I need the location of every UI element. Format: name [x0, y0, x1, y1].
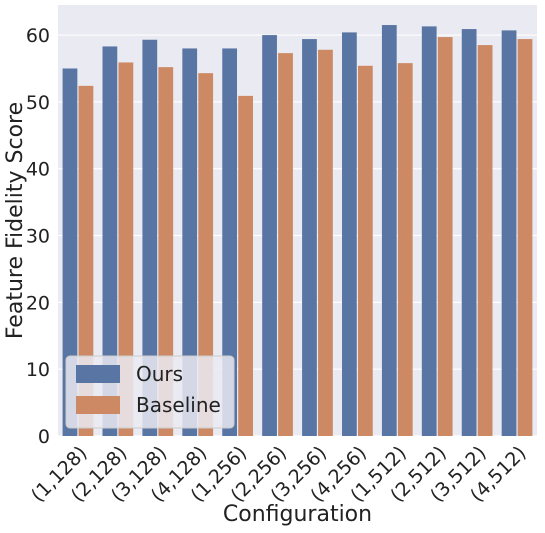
bar [158, 67, 174, 436]
bar [342, 32, 357, 436]
bar [222, 48, 238, 436]
bar [381, 25, 397, 437]
bar [142, 39, 158, 437]
legend-label: Ours [136, 362, 183, 386]
y-tick-label: 10 [26, 359, 50, 381]
bar [102, 46, 118, 437]
bar [278, 53, 293, 436]
bar [501, 30, 517, 437]
bar [182, 48, 198, 436]
y-tick-label: 0 [38, 426, 50, 448]
bar [262, 35, 277, 437]
y-tick-label: 60 [26, 25, 50, 47]
bar [517, 39, 533, 436]
bar [421, 26, 437, 437]
x-axis-label: Configuration [223, 502, 372, 527]
bar [357, 65, 373, 437]
bar [397, 63, 413, 436]
legend-swatch [76, 365, 120, 383]
y-tick-label: 30 [26, 226, 50, 248]
bar [437, 37, 453, 437]
bar [118, 62, 134, 436]
bar [198, 73, 214, 436]
bar [78, 85, 94, 437]
bar [461, 29, 477, 436]
bar [302, 39, 317, 436]
legend-label: Baseline [136, 393, 221, 417]
bar [62, 68, 78, 436]
bar [318, 49, 333, 437]
y-tick-label: 20 [26, 292, 50, 314]
bar [477, 45, 493, 437]
y-axis-label: Feature Fidelity Score [3, 102, 28, 339]
legend-swatch [76, 396, 120, 414]
bar [238, 95, 253, 437]
y-tick-label: 50 [26, 92, 50, 114]
y-tick-label: 40 [26, 159, 50, 181]
